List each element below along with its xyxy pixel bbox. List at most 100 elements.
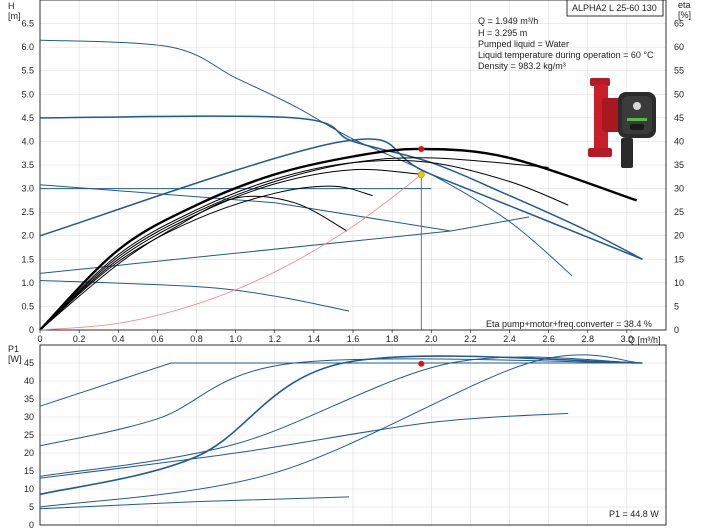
x-tick-label: 1.4 bbox=[308, 334, 321, 344]
eta-tick-label: 5 bbox=[674, 301, 679, 311]
p1-tick-label: 20 bbox=[24, 448, 34, 458]
eta-tick-label: 25 bbox=[674, 207, 684, 217]
eta-tick-label: 40 bbox=[674, 136, 684, 146]
x-tick-label: 0.6 bbox=[151, 334, 164, 344]
eta-note: Eta pump+motor+freq.converter = 38.4 % bbox=[486, 319, 652, 329]
x-tick-label: 2.8 bbox=[581, 334, 594, 344]
eta-tick-label: 20 bbox=[674, 231, 684, 241]
h-tick-label: 2.5 bbox=[21, 207, 34, 217]
system-curve bbox=[39, 174, 422, 331]
x-tick-label: 0.8 bbox=[190, 334, 203, 344]
x-tick-label: 1.2 bbox=[268, 334, 281, 344]
h-tick-label: 1.0 bbox=[21, 278, 34, 288]
x-tick-label: 0.2 bbox=[73, 334, 86, 344]
head-series-group bbox=[39, 39, 643, 331]
h-tick-label: 6.0 bbox=[21, 42, 34, 52]
p1-note: P1 = 44.8 W bbox=[609, 509, 659, 519]
info-liquid: Pumped liquid = Water bbox=[478, 39, 569, 49]
eta-tick-label: 35 bbox=[674, 160, 684, 170]
h-tick-label: 4.0 bbox=[21, 136, 34, 146]
power-curve bbox=[39, 362, 643, 407]
eta-tick-label: 50 bbox=[674, 89, 684, 99]
h-axis-title: H bbox=[8, 1, 15, 11]
power-point-marker bbox=[418, 360, 425, 367]
q-axis-title: Q [m³/h] bbox=[628, 335, 661, 345]
info-temperature: Liquid temperature during operation = 60… bbox=[478, 50, 654, 60]
power-curve bbox=[39, 356, 643, 477]
h-tick-label: 6.5 bbox=[21, 19, 34, 29]
power-curve bbox=[39, 496, 350, 510]
axis-ticks: 0 0.2 0.4 0.6 0.8 1.0 1.2 1.4 1.6 1.8 2.0 2.2 2.4 2.6… bbox=[21, 19, 684, 528]
x-tick-label: 2.6 bbox=[542, 334, 555, 344]
head-curve bbox=[39, 115, 643, 260]
p1-tick-label: 5 bbox=[29, 502, 34, 512]
p1-tick-label: 35 bbox=[24, 394, 34, 404]
eta-curve bbox=[39, 147, 638, 331]
h-tick-label: 3.0 bbox=[21, 184, 34, 194]
h-tick-label: 5.0 bbox=[21, 89, 34, 99]
x-tick-label: 1.0 bbox=[229, 334, 242, 344]
pump-image bbox=[588, 78, 656, 168]
model-label: ALPHA2 L 25-60 130 bbox=[572, 3, 657, 13]
head-curve bbox=[39, 280, 350, 312]
power-curve bbox=[39, 354, 643, 508]
p1-tick-label: 45 bbox=[24, 358, 34, 368]
h-tick-label: 4.5 bbox=[21, 113, 34, 123]
power-curve bbox=[39, 412, 569, 479]
eta-tick-label: 65 bbox=[674, 19, 684, 29]
h-tick-label: 0.5 bbox=[21, 301, 34, 311]
h-axis-unit: [m] bbox=[8, 11, 21, 21]
info-flow: Q = 1.949 m³/h bbox=[478, 16, 538, 26]
x-tick-label: 2.4 bbox=[503, 334, 516, 344]
h-tick-label: 5.5 bbox=[21, 66, 34, 76]
eta-curve bbox=[39, 157, 549, 331]
p1-tick-label: 15 bbox=[24, 466, 34, 476]
x-tick-label: 2.2 bbox=[464, 334, 477, 344]
x-tick-label: 3.0 bbox=[621, 334, 634, 344]
eta-curve bbox=[39, 185, 373, 331]
eta-tick-label: 30 bbox=[674, 184, 684, 194]
head-curve bbox=[39, 184, 451, 232]
markers bbox=[417, 145, 425, 367]
h-tick-label: 1.5 bbox=[21, 254, 34, 264]
eta-axis-title: eta bbox=[678, 0, 691, 10]
h-tick-label: 0 bbox=[29, 325, 34, 335]
h-tick-label: 2.0 bbox=[21, 231, 34, 241]
info-head: H = 3.295 m bbox=[478, 28, 527, 38]
p1-tick-label: 40 bbox=[24, 376, 34, 386]
eta-tick-label: 15 bbox=[674, 254, 684, 264]
gridlines bbox=[39, 0, 666, 526]
power-curve bbox=[39, 355, 643, 496]
eta-tick-label: 10 bbox=[674, 278, 684, 288]
eta-curve bbox=[39, 159, 569, 331]
duty-point-marker bbox=[417, 171, 425, 179]
p1-axis-unit: [W] bbox=[8, 354, 22, 364]
eta-tick-label: 55 bbox=[674, 66, 684, 76]
h-tick-label: 3.5 bbox=[21, 160, 34, 170]
head-curve bbox=[39, 230, 451, 274]
eta-axis-unit: [%] bbox=[678, 10, 691, 20]
eta-tick-label: 0 bbox=[674, 325, 679, 335]
eta-tick-label: 45 bbox=[674, 113, 684, 123]
head-curve bbox=[450, 216, 530, 232]
eta-curve bbox=[39, 195, 348, 331]
p1-axis-title: P1 bbox=[8, 344, 19, 354]
x-tick-label: 1.6 bbox=[347, 334, 360, 344]
x-tick-label: 1.8 bbox=[386, 334, 399, 344]
eta-tick-label: 60 bbox=[674, 42, 684, 52]
p1-tick-label: 30 bbox=[24, 412, 34, 422]
p1-tick-label: 25 bbox=[24, 430, 34, 440]
x-tick-label: 2.0 bbox=[425, 334, 438, 344]
power-plot-frame bbox=[39, 344, 667, 526]
x-tick-label: 0 bbox=[37, 334, 42, 344]
model-box bbox=[566, 0, 664, 17]
x-tick-label: 0.4 bbox=[112, 334, 125, 344]
eta-point-marker bbox=[418, 145, 425, 152]
power-series-group bbox=[39, 354, 643, 510]
p1-tick-label: 0 bbox=[29, 520, 34, 528]
power-curve bbox=[39, 358, 643, 447]
info-density: Density = 983.2 kg/m³ bbox=[478, 61, 566, 71]
eta-curve bbox=[39, 168, 422, 331]
head-curve bbox=[39, 39, 573, 277]
